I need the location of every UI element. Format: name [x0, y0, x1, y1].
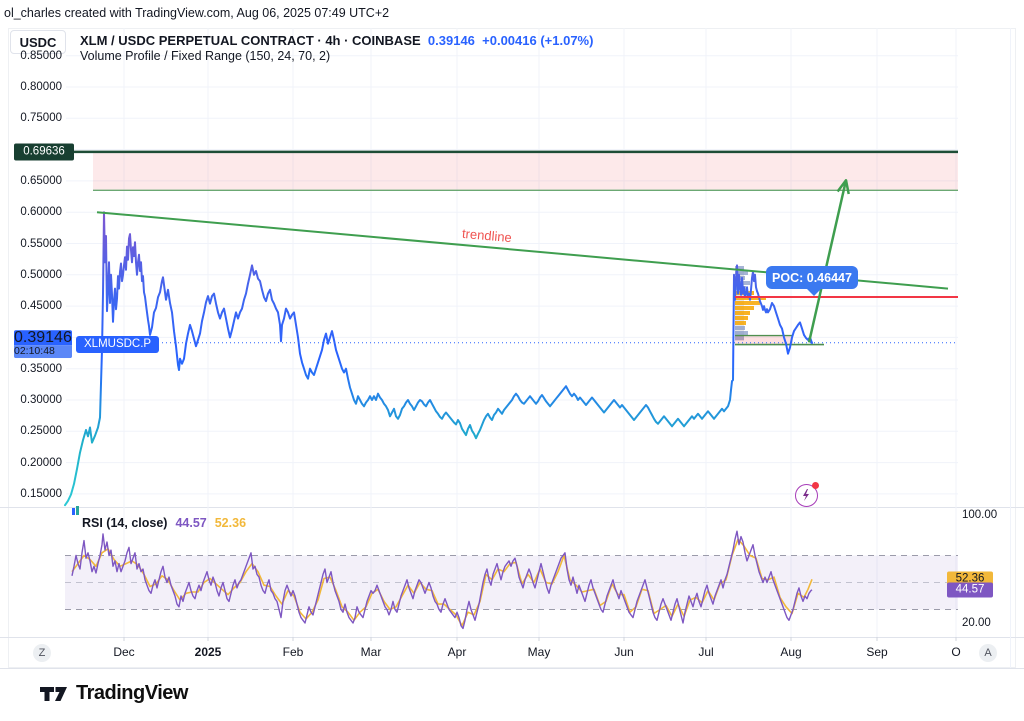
price-tick: 0.25000 [20, 425, 62, 438]
price-tick: 0.55000 [20, 237, 62, 250]
zone-price-label: 0.69636 [14, 143, 74, 161]
time-label-o: O [951, 645, 961, 659]
rsi-value-purple: 44.57 [175, 516, 207, 530]
time-label-may: May [527, 645, 551, 659]
symbol-title: XLM / USDC PERPETUAL CONTRACT · 4h · COI… [80, 33, 421, 48]
rsi-value-yellow: 52.36 [214, 516, 247, 530]
time-label-jul: Jul [698, 645, 714, 659]
time-label-feb: Feb [282, 645, 304, 659]
indicator-legend[interactable]: Volume Profile / Fixed Range (150, 24, 7… [80, 49, 331, 63]
time-label-jun: Jun [614, 645, 634, 659]
time-label-2025: 2025 [194, 645, 222, 659]
price-tick: 0.50000 [20, 268, 62, 281]
rsi-purple-chip: 44.57 [947, 582, 993, 598]
poc-callout[interactable]: POC: 0.46447 [766, 266, 858, 296]
time-label-dec: Dec [113, 645, 135, 659]
tradingview-logo[interactable]: TradingView [40, 682, 188, 705]
tradingview-logo-icon [40, 686, 67, 701]
price-tick: 0.85000 [20, 49, 62, 62]
lightning-icon[interactable] [795, 484, 818, 507]
price-tick: 0.35000 [20, 362, 62, 375]
time-label-mar: Mar [360, 645, 382, 659]
current-price-label: 0.39146 02:10:48 [14, 329, 72, 358]
lightning-bolt-glyph [802, 488, 809, 501]
notification-dot [812, 482, 819, 489]
pane-mini-icon[interactable] [72, 506, 81, 515]
rsi-axis-bottom: 20.00 [962, 617, 991, 629]
time-label-aug: Aug [780, 645, 802, 659]
axis-button-z[interactable]: Z [33, 644, 51, 662]
time-label-apr: Apr [447, 645, 467, 659]
current-price-value: 0.39146 [14, 329, 72, 346]
symbol-legend[interactable]: XLM / USDC PERPETUAL CONTRACT · 4h · COI… [80, 33, 593, 48]
price-tick: 0.60000 [20, 206, 62, 219]
price-tick: 0.65000 [20, 174, 62, 187]
bar-countdown: 02:10:48 [14, 344, 72, 358]
rsi-title: RSI (14, close) [82, 516, 168, 530]
rsi-axis-top: 100.00 [962, 509, 998, 521]
price-tick: 0.20000 [20, 456, 62, 469]
last-price: 0.39146 [427, 33, 475, 48]
symbol-price-tag[interactable]: XLMUSDC.P [76, 336, 160, 353]
price-tick: 0.80000 [20, 81, 62, 93]
price-tick: 0.75000 [20, 112, 62, 125]
attribution-text: ol_charles created with TradingView.com,… [4, 6, 390, 20]
axis-button-a[interactable]: A [979, 644, 997, 662]
rsi-legend[interactable]: RSI (14, close) 44.57 52.36 [82, 516, 246, 530]
trendline-annotation[interactable]: trendline [461, 225, 513, 246]
time-label-sep: Sep [866, 645, 888, 659]
price-change: +0.00416 (+1.07%) [482, 33, 594, 48]
currency-button[interactable]: USDC [10, 30, 66, 54]
price-tick: 0.30000 [20, 394, 62, 406]
time-axis[interactable]: Dec 2025 Feb Mar Apr May Jun Jul Aug Sep O Z A [0, 637, 1024, 668]
price-tick: 0.15000 [20, 487, 62, 500]
price-tick: 0.45000 [20, 300, 62, 313]
tradingview-logo-text: TradingView [76, 682, 188, 704]
